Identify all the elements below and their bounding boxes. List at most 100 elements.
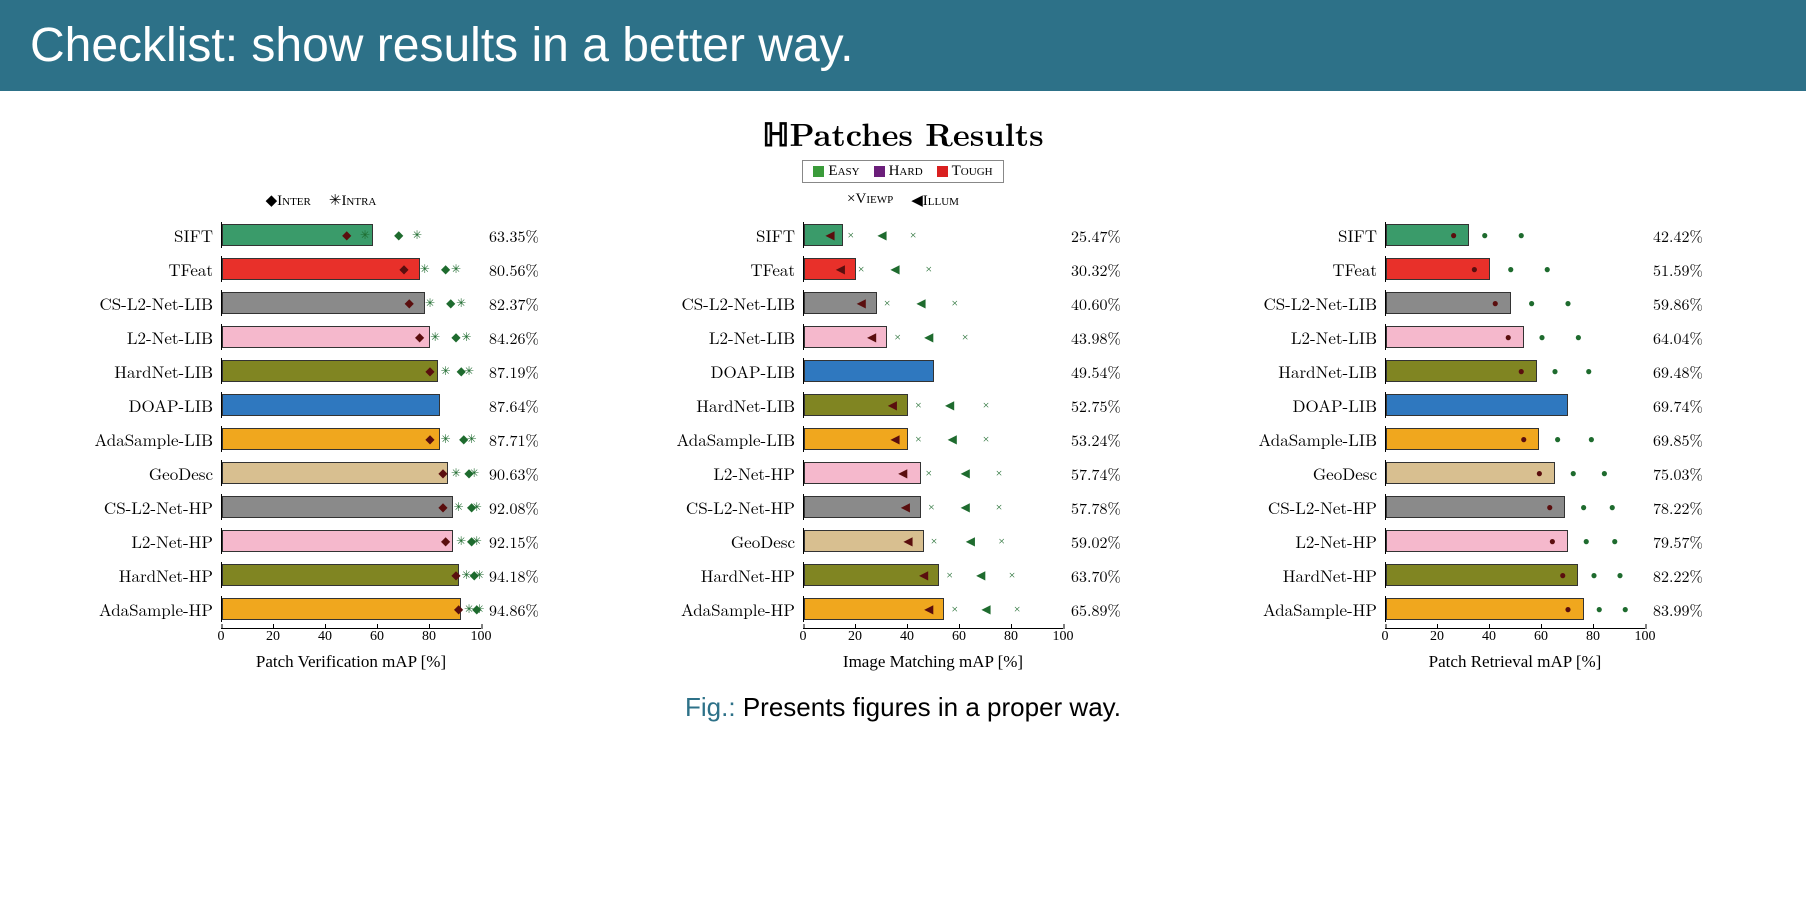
marker: ◆	[438, 501, 447, 513]
chart-row: DOAP-LIB69.74%	[1215, 388, 1755, 422]
bar	[1386, 326, 1524, 348]
marker: ×	[983, 399, 990, 411]
marker: ◆	[425, 365, 434, 377]
marker: ◆	[441, 263, 450, 275]
value-label: 42.42%	[1645, 224, 1725, 247]
chart-row: SIFT●●●42.42%	[1215, 218, 1755, 252]
chart-row: HardNet-HP◀×◀×63.70%	[633, 558, 1173, 592]
marker: ✳	[461, 331, 471, 343]
category-label: AdaSample-LIB	[1215, 427, 1385, 451]
marker: ●	[1580, 501, 1587, 513]
marker: ●	[1518, 365, 1525, 377]
tick-label: 20	[1430, 629, 1444, 645]
sublegend-glyph: ◀	[911, 193, 923, 209]
marker: ◆	[441, 535, 450, 547]
category-label: L2-Net-HP	[51, 529, 221, 553]
value-label: 94.86%	[481, 598, 561, 621]
value-label: 49.54%	[1063, 360, 1143, 383]
legend-swatch	[813, 166, 824, 177]
x-axis: 020406080100	[1215, 628, 1755, 648]
marker: ●	[1450, 229, 1457, 241]
value-label: 53.24%	[1063, 428, 1143, 451]
bar	[222, 496, 453, 518]
marker: ●	[1609, 501, 1616, 513]
category-label: AdaSample-HP	[1215, 597, 1385, 621]
marker: ◆	[438, 467, 447, 479]
marker: ◀	[961, 501, 970, 513]
marker: ◀	[919, 569, 928, 581]
bar-zone: ◆✳◆✳	[221, 358, 481, 384]
bar	[1386, 462, 1555, 484]
axis-ticks: 020406080100	[803, 628, 1063, 648]
value-label: 57.78%	[1063, 496, 1143, 519]
marker: ✳	[456, 297, 466, 309]
value-label: 59.02%	[1063, 530, 1143, 553]
value-label: 52.75%	[1063, 394, 1143, 417]
category-label: AdaSample-LIB	[633, 427, 803, 451]
chart-row: SIFT◀×◀×25.47%	[633, 218, 1173, 252]
category-label: CS-L2-Net-HP	[633, 495, 803, 519]
marker: ×	[1009, 569, 1016, 581]
bar-zone: ◆✳◆✳	[221, 256, 481, 282]
tick-label: 80	[1004, 629, 1018, 645]
tick-label: 40	[1482, 629, 1496, 645]
marker: ◆	[405, 297, 414, 309]
marker: ●	[1616, 569, 1623, 581]
marker: ●	[1528, 297, 1535, 309]
bar	[1386, 394, 1568, 416]
value-label: 51.59%	[1645, 258, 1725, 281]
category-label: AdaSample-LIB	[51, 427, 221, 451]
sublegend-item: ◆Inter	[266, 191, 311, 210]
value-label: 92.15%	[481, 530, 561, 553]
marker: ×	[915, 433, 922, 445]
bar-zone: ●●●	[1385, 290, 1645, 316]
chart-row: L2-Net-LIB●●●64.04%	[1215, 320, 1755, 354]
category-label: GeoDesc	[1215, 461, 1385, 485]
bar-zone: ◆✳◆✳	[221, 494, 481, 520]
value-label: 75.03%	[1645, 462, 1725, 485]
value-label: 69.48%	[1645, 360, 1725, 383]
marker: ●	[1575, 331, 1582, 343]
bar-zone	[803, 358, 1063, 384]
bar-zone: ●●●	[1385, 256, 1645, 282]
value-label: 78.22%	[1645, 496, 1725, 519]
chart-row: AdaSample-LIB◀×◀×53.24%	[633, 422, 1173, 456]
chart-row: GeoDesc◀×◀×59.02%	[633, 524, 1173, 558]
bar-zone: ●●●	[1385, 358, 1645, 384]
chart-row: DOAP-LIB87.64%	[51, 388, 591, 422]
content-area: ℍPatches Results EasyHardTough ◆Inter✳In…	[0, 91, 1806, 733]
marker: ×	[928, 501, 935, 513]
category-label: CS-L2-Net-HP	[51, 495, 221, 519]
marker: ✳	[472, 535, 482, 547]
bar-zone: ◀×◀×	[803, 596, 1063, 622]
marker: ◆	[394, 229, 403, 241]
bar-zone: ◀×◀×	[803, 494, 1063, 520]
marker: ×	[910, 229, 917, 241]
category-label: AdaSample-HP	[633, 597, 803, 621]
marker: ✳	[467, 433, 477, 445]
value-label: 57.74%	[1063, 462, 1143, 485]
tick-label: 80	[422, 629, 436, 645]
marker: ✳	[454, 501, 464, 513]
marker: ◀	[890, 433, 899, 445]
legend-item: Easy	[813, 163, 859, 180]
chart-rows: SIFT◀×◀×25.47%TFeat◀×◀×30.32%CS-L2-Net-L…	[633, 218, 1173, 626]
bar	[222, 462, 448, 484]
sublegend-center: ×Viewp◀Illum	[633, 191, 1173, 210]
category-label: CS-L2-Net-LIB	[1215, 291, 1385, 315]
value-label: 64.04%	[1645, 326, 1725, 349]
header-title: Checklist: show results in a better way.	[30, 19, 853, 72]
chart-row: L2-Net-LIB◀×◀×43.98%	[633, 320, 1173, 354]
marker: ◀	[825, 229, 834, 241]
marker: ◆	[425, 433, 434, 445]
bar-zone: ◀×◀×	[803, 222, 1063, 248]
value-label: 82.37%	[481, 292, 561, 315]
marker: ●	[1505, 331, 1512, 343]
axis-ticks: 020406080100	[221, 628, 481, 648]
chart-row: HardNet-LIB◀×◀×52.75%	[633, 388, 1173, 422]
x-axis-label: Patch Retrieval mAP [%]	[1215, 652, 1755, 672]
value-label: 94.18%	[481, 564, 561, 587]
marker: ●	[1492, 297, 1499, 309]
legend-item: Hard	[874, 163, 923, 180]
chart-row: AdaSample-HP●●●83.99%	[1215, 592, 1755, 626]
